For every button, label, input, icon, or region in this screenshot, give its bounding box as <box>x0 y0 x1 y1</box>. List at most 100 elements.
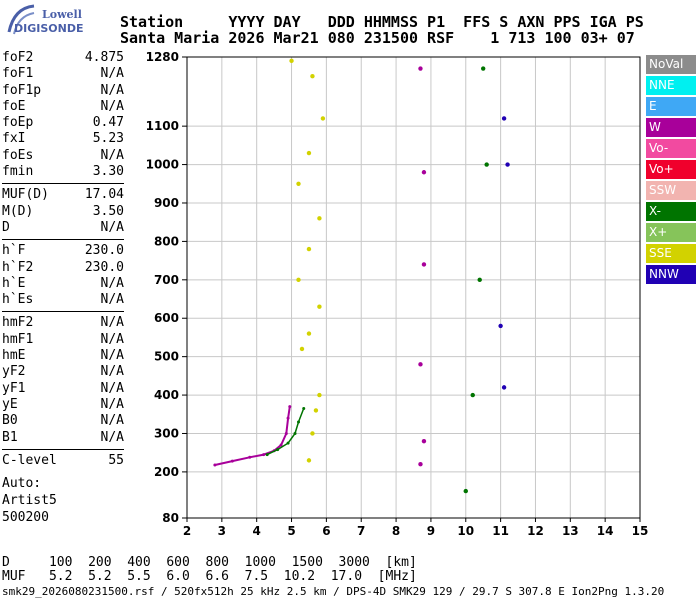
y-tick-label: 700 <box>154 273 179 287</box>
autoscale-code: 500200 <box>2 510 49 525</box>
data-point <box>286 441 290 445</box>
param-label: yF1 <box>2 380 26 396</box>
param-label: hmE <box>2 348 26 364</box>
data-point <box>421 262 427 267</box>
series-1 <box>265 407 306 457</box>
trace-line <box>266 408 305 456</box>
legend-item-ssw: SSW <box>646 181 696 200</box>
data-point <box>302 407 306 411</box>
artist-version: Artist5 <box>2 493 57 508</box>
param-label: C-level <box>2 452 57 468</box>
param-row: B0 N/A <box>2 413 124 429</box>
data-point <box>317 392 322 398</box>
data-point <box>296 181 301 186</box>
data-point <box>421 438 427 444</box>
y-tick-label: 1000 <box>146 158 179 172</box>
data-point <box>262 453 266 457</box>
data-point <box>317 304 322 309</box>
data-point <box>306 246 312 252</box>
param-label: foE <box>2 98 26 114</box>
x-tick-label: 4 <box>253 524 261 538</box>
param-row: foEp 0.47 <box>2 115 124 131</box>
logo-arc-icon <box>7 4 35 35</box>
param-row: M(D) 3.50 <box>2 204 124 220</box>
x-tick-label: 9 <box>427 524 435 538</box>
x-tick-label: 14 <box>597 524 614 538</box>
param-row: B1 N/A <box>2 430 124 446</box>
param-value: N/A <box>100 219 124 235</box>
param-label: foEp <box>2 115 34 131</box>
y-tick-label: 1100 <box>146 119 179 133</box>
param-label: yF2 <box>2 364 26 380</box>
file-info-footer: smk29_2026080231500.rsf / 520fx512h 25 k… <box>2 585 665 598</box>
muf-table: D 100 200 400 600 800 1000 1500 3000 [km… <box>2 556 417 584</box>
param-value: N/A <box>100 66 124 82</box>
series-2 <box>289 58 326 463</box>
data-point <box>306 331 312 336</box>
param-label: D <box>2 219 10 235</box>
param-row: foE N/A <box>2 99 124 115</box>
param-label: B1 <box>2 429 18 445</box>
logo-line2: DIGISONDE <box>14 22 84 35</box>
param-value: 230.0 <box>84 259 124 275</box>
muf-line1: D 100 200 400 600 800 1000 1500 3000 [km… <box>2 555 417 570</box>
param-row: yF2 N/A <box>2 364 124 380</box>
param-value: N/A <box>100 82 124 98</box>
legend-item-noval: NoVal <box>646 55 696 74</box>
data-point <box>213 463 217 467</box>
param-value: N/A <box>100 315 124 331</box>
legend-item-e: E <box>646 97 696 116</box>
param-value: N/A <box>100 364 124 380</box>
legend-item-x: X+ <box>646 223 696 242</box>
data-point <box>310 431 315 436</box>
y-tick-label: 900 <box>154 196 179 210</box>
param-row: yE N/A <box>2 397 124 413</box>
param-row: fxI 5.23 <box>2 131 124 147</box>
param-label: h`E <box>2 275 26 291</box>
param-value: 0.47 <box>92 115 124 131</box>
param-separator <box>2 183 124 185</box>
data-point <box>418 362 423 367</box>
param-row: D N/A <box>2 220 124 236</box>
data-point <box>276 448 280 452</box>
data-point <box>310 74 315 79</box>
header-line1: Station YYYY DAY DDD HHMMSS P1 FFS S AXN… <box>120 13 644 31</box>
param-row: h`Es N/A <box>2 292 124 308</box>
param-label: MUF(D) <box>2 187 49 203</box>
param-value: 17.04 <box>84 187 124 203</box>
data-point <box>480 66 486 71</box>
param-row: MUF(D) 17.04 <box>2 187 124 203</box>
series-3 <box>418 66 427 467</box>
param-value: N/A <box>100 147 124 163</box>
param-label: hmF2 <box>2 315 34 331</box>
y-tick-label: 800 <box>154 234 179 248</box>
param-value: 3.30 <box>92 164 124 180</box>
legend-item-w: W <box>646 118 696 137</box>
data-point <box>306 150 312 156</box>
param-label: fmin <box>2 164 34 180</box>
param-value: N/A <box>100 275 124 291</box>
param-separator <box>2 448 124 450</box>
legend-item-vo: Vo+ <box>646 160 696 179</box>
series-5 <box>498 116 510 390</box>
y-tick-label: 200 <box>154 465 179 479</box>
param-row: foF1 N/A <box>2 66 124 82</box>
param-value: N/A <box>100 348 124 364</box>
param-row: h`F2 230.0 <box>2 260 124 276</box>
data-point <box>284 431 288 435</box>
auto-label: Auto: <box>2 476 42 491</box>
param-row: foF2 4.875 <box>2 50 124 66</box>
x-tick-label: 5 <box>287 524 295 538</box>
auto-scaling-info: Auto: Artist5 500200 <box>2 475 57 526</box>
param-label: fxI <box>2 131 26 147</box>
data-point <box>498 323 503 329</box>
data-point <box>418 66 423 71</box>
param-label: yE <box>2 396 18 412</box>
param-row: h`E N/A <box>2 276 124 292</box>
data-point <box>501 385 507 390</box>
trace-line <box>214 406 291 466</box>
data-point <box>288 405 292 409</box>
x-tick-label: 11 <box>492 524 509 538</box>
param-value: N/A <box>100 98 124 114</box>
legend-item-x: X- <box>646 202 696 221</box>
